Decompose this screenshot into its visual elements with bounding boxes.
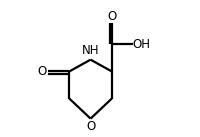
Text: O: O bbox=[86, 120, 95, 133]
Text: O: O bbox=[107, 10, 116, 22]
Text: O: O bbox=[37, 65, 46, 78]
Text: NH: NH bbox=[82, 44, 99, 57]
Text: OH: OH bbox=[133, 38, 151, 51]
